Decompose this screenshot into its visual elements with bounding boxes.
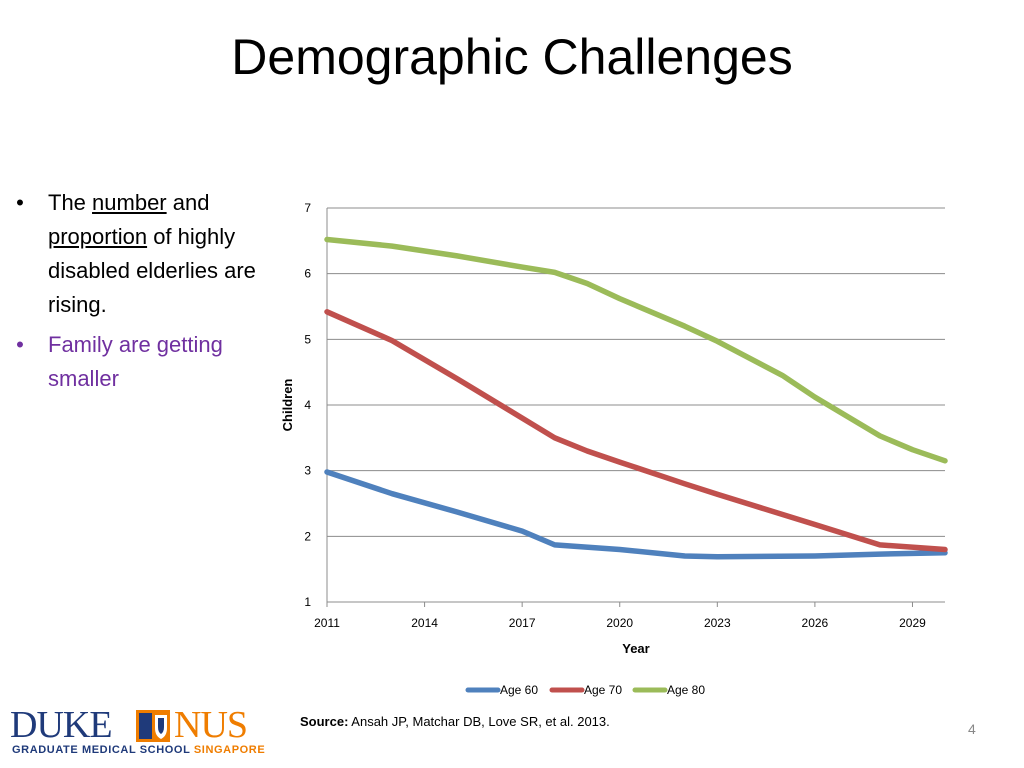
logo-sub-accent: SINGAPORE [193,744,266,756]
series-line-age-70 [324,309,948,553]
y-tick-label: 2 [304,529,311,543]
bullet-item-family: • Family are getting smaller [10,328,260,396]
y-tick-label: 1 [304,595,311,609]
x-tick-label: 2029 [899,616,926,630]
y-tick-label: 7 [304,201,311,215]
duke-nus-logo: DUKE NUS GRADUATE MEDICAL SCHOOL SINGAPO… [10,704,265,758]
y-tick-label: 4 [304,398,311,412]
legend-label: Age 60 [500,683,538,697]
y-tick-label: 5 [304,332,311,346]
slide-title: Demographic Challenges [231,29,793,85]
y-tick-label: 3 [304,464,311,478]
series-line-age-60 [324,469,948,560]
shield-icon [136,710,170,742]
bullet-text-suffix: of highly disabled elderlies are rising. [48,224,256,317]
logo-duke-text: DUKE [10,704,113,746]
logo-nus-text: NUS [174,704,248,746]
page-number: 4 [968,721,976,737]
bullet-text-number: number [92,190,167,215]
bullet-text-mid: and [166,190,210,215]
source-label: Source: [300,714,349,729]
line-chart: 1 2 3 4 5 6 7 2011 2014 2017 2020 2023 2026 2029 Year C… [280,201,948,697]
x-tick-label: 2014 [411,616,438,630]
legend-label: Age 70 [584,683,622,697]
bullet-dot-icon: • [16,332,24,357]
y-axis-title: Children [280,379,295,432]
bullet-dot-icon: • [16,190,24,215]
series-line-age-80 [324,236,948,464]
x-tick-label: 2023 [704,616,731,630]
bullet-text-prefix: The [48,190,93,215]
bullet-text-family: Family are getting smaller [48,332,223,391]
source-citation: Source: Ansah JP, Matchar DB, Love SR, e… [300,714,610,729]
x-tick-label: 2020 [606,616,633,630]
bullet-item-disability: • The number and proportion of highly di… [10,186,260,322]
bullet-text-proportion: proportion [48,224,148,249]
logo-subtitle: GRADUATE MEDICAL SCHOOL SINGAPORE [12,744,265,756]
x-tick-label: 2017 [509,616,536,630]
logo-sub-main: GRADUATE MEDICAL SCHOOL [12,744,194,756]
y-tick-label: 6 [304,267,311,281]
source-text: Ansah JP, Matchar DB, Love SR, et al. 20… [348,714,610,729]
bullet-list: • The number and proportion of highly di… [10,186,260,402]
x-axis-title: Year [622,641,649,656]
x-tick-label: 2011 [314,616,340,630]
x-tick-label: 2026 [802,616,829,630]
legend-label: Age 80 [667,683,705,697]
